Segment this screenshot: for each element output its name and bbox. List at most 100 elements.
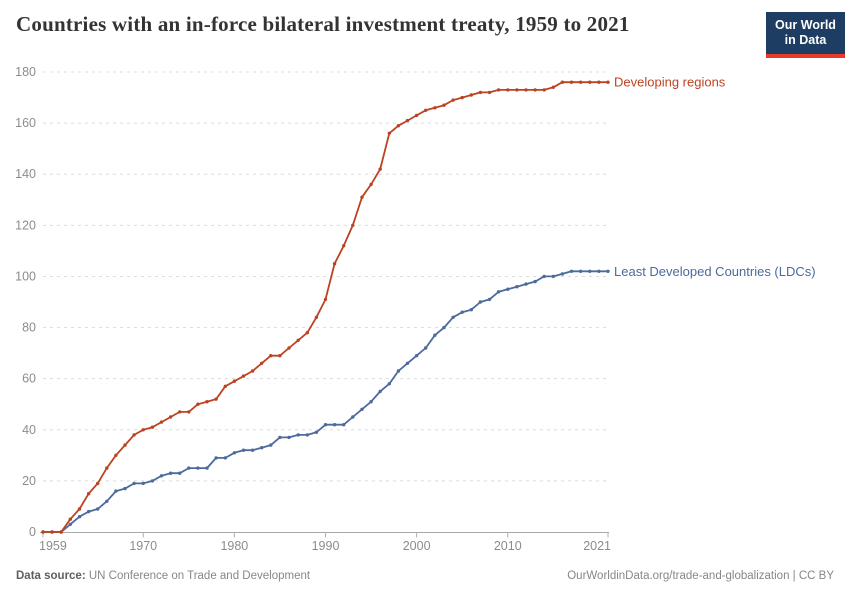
series-point-developing-regions-1961 bbox=[59, 530, 63, 534]
series-point-developing-regions-1981 bbox=[241, 374, 246, 378]
series-point-developing-regions-2013 bbox=[533, 88, 537, 92]
series-line-least-developed-countries-ldcs[interactable] bbox=[42, 270, 609, 533]
series-point-least-developed-countries-ldcs-2001 bbox=[424, 346, 428, 350]
series-point-developing-regions-1980 bbox=[232, 379, 237, 383]
series-point-developing-regions-1973 bbox=[168, 415, 173, 419]
series-point-least-developed-countries-ldcs-2020 bbox=[597, 269, 601, 273]
series-point-developing-regions-2019 bbox=[588, 80, 592, 84]
data-source-label: Data source: bbox=[16, 570, 86, 582]
series-point-developing-regions-1977 bbox=[205, 400, 209, 404]
series-point-least-developed-countries-ldcs-2005 bbox=[460, 310, 464, 314]
series-point-developing-regions-1988 bbox=[305, 331, 309, 335]
series-point-least-developed-countries-ldcs-1975 bbox=[187, 466, 191, 470]
logo-line2: in Data bbox=[784, 33, 827, 47]
series-point-least-developed-countries-ldcs-1968 bbox=[123, 486, 127, 491]
series-point-least-developed-countries-ldcs-1991 bbox=[332, 423, 337, 427]
series-point-developing-regions-1990 bbox=[323, 297, 328, 302]
series-point-developing-regions-1993 bbox=[351, 223, 355, 227]
series-point-developing-regions-2007 bbox=[478, 90, 483, 95]
series-point-least-developed-countries-ldcs-1981 bbox=[241, 448, 246, 452]
series-point-developing-regions-1960 bbox=[50, 530, 54, 534]
series-point-least-developed-countries-ldcs-1965 bbox=[96, 507, 100, 511]
x-tick-label-2000: 2000 bbox=[403, 539, 431, 553]
series-point-developing-regions-1986 bbox=[287, 346, 291, 350]
series-point-least-developed-countries-ldcs-1980 bbox=[232, 451, 237, 455]
owid-logo[interactable]: Our World in Data bbox=[766, 12, 845, 58]
y-tick-label-120: 120 bbox=[15, 218, 36, 232]
x-tick-label-1990: 1990 bbox=[312, 539, 340, 553]
series-point-least-developed-countries-ldcs-2018 bbox=[579, 269, 583, 273]
series-point-least-developed-countries-ldcs-1985 bbox=[278, 435, 282, 440]
series-point-least-developed-countries-ldcs-2004 bbox=[451, 315, 455, 319]
series-point-least-developed-countries-ldcs-2011 bbox=[515, 285, 519, 289]
y-tick-label-40: 40 bbox=[22, 423, 36, 437]
series-point-developing-regions-1976 bbox=[196, 402, 200, 406]
series-point-least-developed-countries-ldcs-1963 bbox=[77, 515, 82, 519]
series-point-developing-regions-1963 bbox=[77, 507, 82, 511]
y-tick-label-20: 20 bbox=[22, 474, 36, 488]
series-point-least-developed-countries-ldcs-2002 bbox=[433, 333, 437, 337]
series-point-developing-regions-1969 bbox=[132, 433, 136, 437]
series-point-developing-regions-2003 bbox=[442, 103, 446, 107]
series-point-least-developed-countries-ldcs-1984 bbox=[269, 443, 273, 447]
series-point-developing-regions-1984 bbox=[269, 354, 273, 358]
series-point-least-developed-countries-ldcs-1969 bbox=[132, 481, 136, 486]
series-point-least-developed-countries-ldcs-2016 bbox=[560, 272, 565, 276]
series-point-developing-regions-2016 bbox=[560, 80, 565, 84]
series-point-least-developed-countries-ldcs-2013 bbox=[533, 279, 537, 284]
series-point-least-developed-countries-ldcs-1992 bbox=[342, 423, 346, 427]
series-point-least-developed-countries-ldcs-1970 bbox=[141, 481, 145, 486]
series-point-least-developed-countries-ldcs-1997 bbox=[387, 382, 391, 386]
series-point-least-developed-countries-ldcs-1979 bbox=[223, 456, 227, 460]
series-point-least-developed-countries-ldcs-1988 bbox=[305, 433, 309, 437]
series-point-developing-regions-2000 bbox=[414, 113, 419, 118]
series-point-developing-regions-2018 bbox=[579, 80, 583, 84]
series-point-developing-regions-1982 bbox=[250, 369, 255, 373]
series-point-developing-regions-2015 bbox=[551, 85, 555, 89]
series-point-developing-regions-2009 bbox=[496, 88, 501, 92]
series-point-least-developed-countries-ldcs-2006 bbox=[469, 308, 473, 312]
series-point-least-developed-countries-ldcs-1972 bbox=[159, 474, 164, 478]
series-point-least-developed-countries-ldcs-1998 bbox=[396, 369, 401, 373]
series-point-developing-regions-2017 bbox=[569, 80, 574, 84]
series-point-developing-regions-2002 bbox=[433, 106, 437, 110]
series-point-least-developed-countries-ldcs-1989 bbox=[314, 430, 319, 434]
series-label-least-developed-countries-ldcs[interactable]: Least Developed Countries (LDCs) bbox=[614, 264, 816, 279]
series-point-developing-regions-1996 bbox=[378, 167, 382, 171]
logo-line1: Our World bbox=[775, 18, 836, 32]
series-point-least-developed-countries-ldcs-1994 bbox=[360, 407, 364, 411]
series-point-least-developed-countries-ldcs-2003 bbox=[442, 325, 446, 330]
series-point-developing-regions-1979 bbox=[223, 384, 227, 388]
series-point-developing-regions-1965 bbox=[96, 481, 100, 486]
series-point-developing-regions-1998 bbox=[396, 124, 401, 128]
series-point-least-developed-countries-ldcs-2010 bbox=[506, 287, 510, 291]
data-source-text: UN Conference on Trade and Development bbox=[85, 570, 311, 582]
series-line-developing-regions[interactable] bbox=[42, 81, 609, 533]
series-point-developing-regions-1999 bbox=[405, 118, 410, 123]
series-point-least-developed-countries-ldcs-1993 bbox=[351, 415, 355, 419]
series-point-developing-regions-1995 bbox=[369, 182, 373, 187]
y-tick-label-100: 100 bbox=[15, 269, 36, 283]
series-point-least-developed-countries-ldcs-2012 bbox=[524, 282, 528, 286]
series-point-least-developed-countries-ldcs-2015 bbox=[551, 274, 555, 279]
y-tick-label-0: 0 bbox=[29, 525, 36, 539]
series-point-least-developed-countries-ldcs-2008 bbox=[487, 297, 492, 302]
series-point-least-developed-countries-ldcs-2000 bbox=[414, 354, 419, 358]
footer-link[interactable]: OurWorldinData.org/trade-and-globalizati… bbox=[567, 570, 834, 582]
series-label-developing-regions[interactable]: Developing regions bbox=[614, 75, 726, 90]
x-tick-label-1980: 1980 bbox=[220, 539, 248, 553]
series-point-developing-regions-1968 bbox=[123, 443, 127, 447]
series-point-least-developed-countries-ldcs-1999 bbox=[405, 361, 410, 365]
series-point-developing-regions-1970 bbox=[141, 428, 145, 432]
series-point-least-developed-countries-ldcs-1995 bbox=[369, 400, 373, 404]
x-tick-label-2021: 2021 bbox=[583, 539, 611, 553]
x-tick-label-1970: 1970 bbox=[129, 539, 157, 553]
series-point-developing-regions-2021 bbox=[606, 80, 610, 84]
series-point-developing-regions-1966 bbox=[105, 466, 109, 470]
series-point-developing-regions-1964 bbox=[86, 492, 91, 496]
y-tick-label-80: 80 bbox=[22, 321, 36, 335]
series-point-least-developed-countries-ldcs-1996 bbox=[378, 389, 382, 394]
series-point-developing-regions-1978 bbox=[214, 397, 218, 401]
data-source: Data source: UN Conference on Trade and … bbox=[16, 570, 310, 582]
series-point-least-developed-countries-ldcs-2014 bbox=[542, 274, 546, 279]
